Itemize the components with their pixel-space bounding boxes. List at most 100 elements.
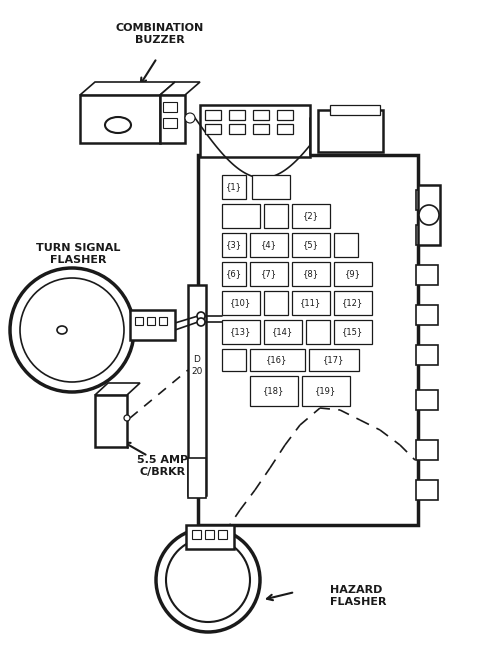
Bar	[222, 320, 260, 344]
Bar	[334, 233, 358, 257]
Text: {2}: {2}	[303, 211, 319, 221]
Bar	[163, 102, 177, 112]
Text: TURN SIGNAL: TURN SIGNAL	[36, 243, 120, 253]
Circle shape	[185, 113, 195, 123]
Bar	[163, 118, 177, 128]
Bar	[80, 95, 160, 143]
Bar	[130, 310, 175, 340]
Bar	[250, 233, 288, 257]
Circle shape	[166, 538, 250, 622]
Bar	[253, 124, 269, 134]
Text: {12}: {12}	[342, 298, 363, 308]
Bar	[416, 480, 438, 500]
Text: D: D	[194, 355, 200, 365]
Text: {14}: {14}	[272, 328, 293, 337]
Bar	[292, 291, 330, 315]
Bar	[416, 305, 438, 325]
Bar	[218, 530, 227, 539]
Bar	[160, 95, 185, 143]
Bar	[292, 204, 330, 228]
Text: {16}: {16}	[266, 355, 287, 365]
Bar	[186, 525, 234, 549]
Bar	[253, 110, 269, 120]
Bar	[250, 262, 288, 286]
Text: 5.5 AMP: 5.5 AMP	[138, 455, 188, 465]
Polygon shape	[95, 383, 140, 395]
Text: C/BRKR: C/BRKR	[140, 467, 186, 477]
Bar	[147, 317, 155, 325]
Circle shape	[156, 528, 260, 632]
Circle shape	[197, 318, 205, 326]
Bar	[229, 110, 245, 120]
Text: {1}: {1}	[226, 182, 242, 192]
Text: {9}: {9}	[345, 269, 361, 278]
Bar	[205, 110, 221, 120]
Text: COMBINATION: COMBINATION	[116, 23, 204, 33]
Bar	[135, 317, 143, 325]
Bar	[277, 110, 293, 120]
Text: {4}: {4}	[261, 241, 277, 249]
Bar	[188, 285, 206, 495]
Bar	[264, 204, 288, 228]
Text: 20: 20	[192, 367, 202, 377]
Bar	[277, 124, 293, 134]
Bar	[222, 262, 246, 286]
Bar	[205, 530, 214, 539]
Text: {15}: {15}	[342, 328, 363, 337]
Text: {7}: {7}	[261, 269, 277, 278]
Bar	[418, 185, 440, 245]
Bar	[159, 317, 167, 325]
Bar	[250, 349, 305, 371]
Text: {19}: {19}	[316, 387, 336, 396]
Circle shape	[197, 312, 205, 320]
Bar	[302, 376, 350, 406]
Bar	[188, 458, 206, 498]
Bar	[334, 320, 372, 344]
Bar	[252, 175, 290, 199]
Bar	[292, 233, 330, 257]
Bar	[306, 320, 330, 344]
Bar	[334, 262, 372, 286]
Bar	[334, 291, 372, 315]
Bar	[222, 175, 246, 199]
Bar	[222, 291, 260, 315]
Text: {17}: {17}	[324, 355, 344, 365]
Text: {8}: {8}	[303, 269, 319, 278]
Bar	[222, 204, 260, 228]
Circle shape	[419, 205, 439, 225]
Polygon shape	[80, 82, 175, 95]
Text: {18}: {18}	[264, 387, 284, 396]
Text: HAZARD: HAZARD	[330, 585, 382, 595]
Text: FLASHER: FLASHER	[330, 597, 386, 607]
Bar	[416, 265, 438, 285]
Text: FLASHER: FLASHER	[50, 255, 106, 265]
Bar	[264, 291, 288, 315]
Text: {11}: {11}	[300, 298, 322, 308]
Bar	[416, 390, 438, 410]
Text: BUZZER: BUZZER	[135, 35, 185, 45]
Bar	[200, 105, 310, 157]
Bar	[198, 155, 418, 525]
Text: {13}: {13}	[230, 328, 252, 337]
Bar	[222, 349, 246, 371]
Bar	[416, 190, 438, 210]
Text: {5}: {5}	[303, 241, 319, 249]
Bar	[192, 530, 201, 539]
Bar	[330, 105, 380, 115]
Text: {6}: {6}	[226, 269, 242, 278]
Ellipse shape	[105, 117, 131, 133]
Polygon shape	[160, 82, 200, 95]
Bar	[416, 225, 438, 245]
Bar	[205, 124, 221, 134]
Bar	[264, 320, 302, 344]
Text: {10}: {10}	[230, 298, 252, 308]
Bar	[222, 233, 246, 257]
Bar	[250, 376, 298, 406]
Bar	[416, 440, 438, 460]
Bar	[95, 395, 127, 447]
Bar	[416, 345, 438, 365]
Circle shape	[124, 415, 130, 421]
Circle shape	[10, 268, 134, 392]
Circle shape	[20, 278, 124, 382]
Bar	[229, 124, 245, 134]
